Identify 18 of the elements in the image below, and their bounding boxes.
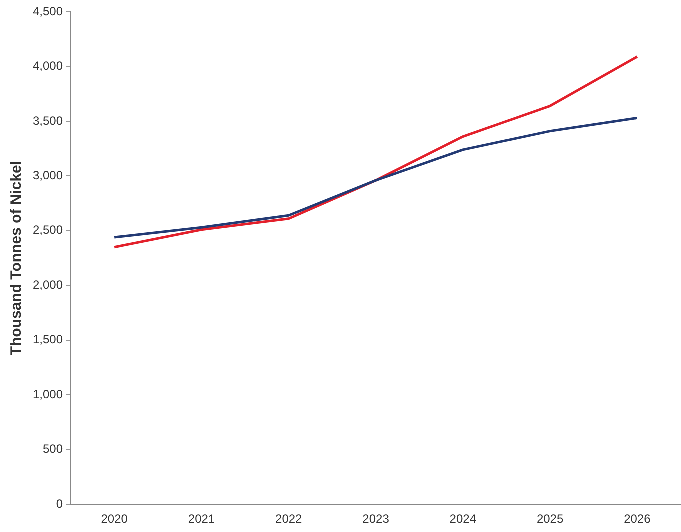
y-axis-title: Thousand Tonnes of Nickel bbox=[8, 160, 26, 356]
y-tick-label: 3,500 bbox=[33, 114, 64, 128]
y-tick-label: 4,500 bbox=[33, 4, 64, 18]
y-tick-label: 0 bbox=[56, 496, 64, 511]
x-tick-label: 2022 bbox=[276, 512, 303, 526]
y-tick-label: 1,000 bbox=[33, 387, 64, 402]
x-tick-label: 2025 bbox=[536, 512, 564, 526]
x-tick-label: 2020 bbox=[101, 512, 128, 526]
x-tick-label: 2023 bbox=[362, 512, 390, 526]
y-tick-label: 1,500 bbox=[33, 332, 64, 347]
x-tick-label: 2024 bbox=[450, 512, 477, 526]
x-tick-label: 2021 bbox=[188, 512, 216, 526]
y-tick-label: 2,500 bbox=[33, 223, 64, 238]
y-tick-label: 500 bbox=[43, 442, 64, 456]
x-tick-label: 2026 bbox=[624, 512, 652, 526]
y-tick-label: 2,000 bbox=[33, 278, 64, 292]
y-tick-label: 3,000 bbox=[33, 168, 64, 183]
y-tick-label: 4,000 bbox=[33, 59, 64, 74]
